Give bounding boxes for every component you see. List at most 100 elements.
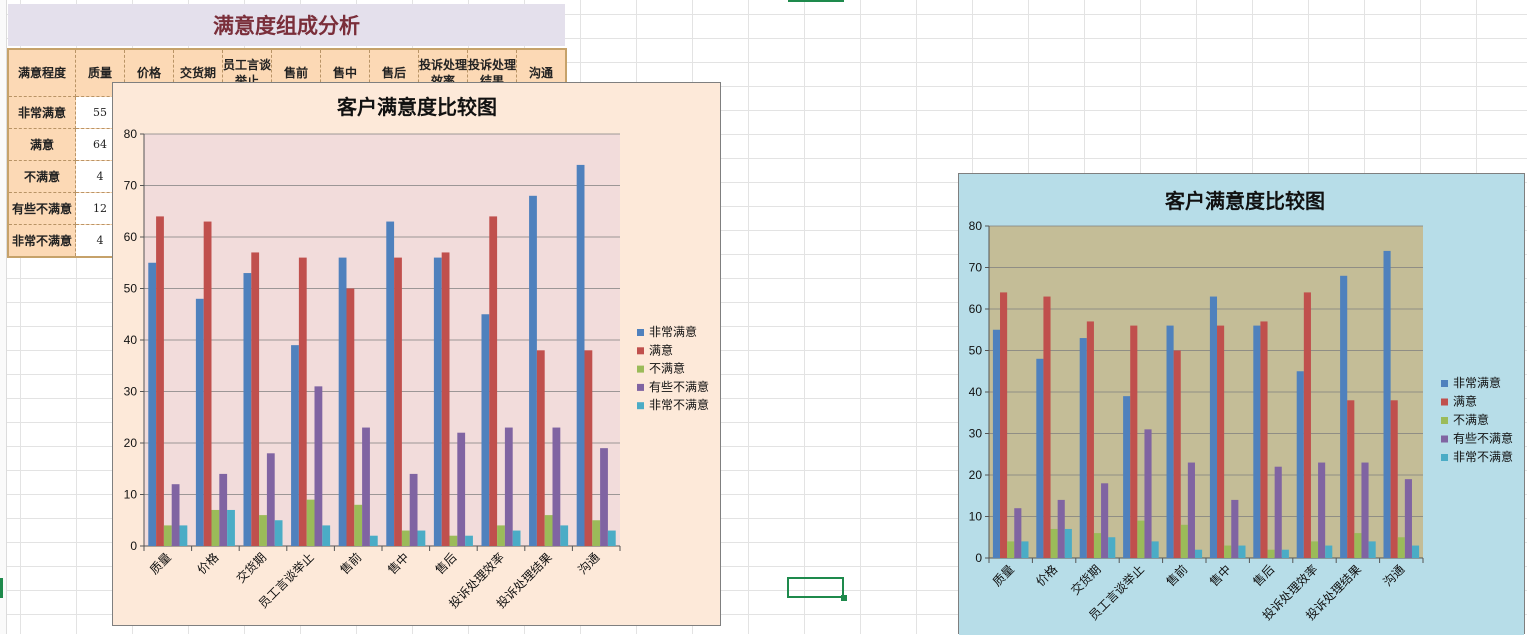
bar bbox=[1187, 462, 1195, 558]
chart-customer-satisfaction-1[interactable]: 客户满意度比较图 0 10 20 30 40 50 60 70 80 质量 价格 交货期 员工言谈举止 售前… bbox=[112, 82, 721, 626]
bar bbox=[1007, 541, 1015, 558]
fill-handle[interactable] bbox=[841, 595, 847, 601]
bar bbox=[417, 530, 426, 546]
bar bbox=[560, 525, 569, 546]
bar bbox=[354, 504, 363, 546]
bar bbox=[992, 329, 1001, 558]
legend-swatch bbox=[637, 402, 644, 410]
bar bbox=[1260, 321, 1268, 558]
bar bbox=[1043, 296, 1051, 558]
y-tick-label: 30 bbox=[969, 427, 983, 441]
bar bbox=[529, 195, 537, 547]
bar bbox=[1057, 499, 1065, 558]
active-row-marker bbox=[0, 578, 3, 598]
legend-label: 不满意 bbox=[1453, 412, 1489, 427]
row-label[interactable]: 有些不满意 bbox=[7, 192, 76, 225]
y-tick-label: 0 bbox=[130, 539, 137, 553]
y-tick-label: 20 bbox=[969, 468, 983, 482]
legend-label: 满意 bbox=[1453, 394, 1477, 409]
header-cell[interactable]: 满意程度 bbox=[7, 48, 76, 97]
y-tick-label: 70 bbox=[124, 179, 138, 193]
legend-label: 有些不满意 bbox=[1453, 431, 1513, 446]
bar bbox=[314, 386, 323, 546]
bar bbox=[1404, 479, 1412, 558]
row-header-rail bbox=[0, 0, 7, 634]
bar bbox=[1036, 358, 1044, 558]
bar bbox=[1340, 275, 1348, 558]
row-label[interactable]: 非常不满意 bbox=[7, 224, 76, 258]
legend-swatch bbox=[637, 383, 644, 391]
bar bbox=[1194, 549, 1203, 558]
chart-customer-satisfaction-2[interactable]: 客户满意度比较图 0 10 20 30 40 50 60 70 80 质量 价格 交货期 员工言谈举止 售前… bbox=[958, 173, 1525, 635]
y-tick-label: 50 bbox=[969, 344, 983, 358]
bar bbox=[576, 164, 585, 546]
bar bbox=[156, 216, 164, 546]
bar bbox=[449, 535, 458, 546]
legend-swatch bbox=[1441, 417, 1448, 424]
bar bbox=[1296, 371, 1304, 558]
bar bbox=[1238, 545, 1246, 558]
bar bbox=[441, 252, 450, 546]
bar bbox=[291, 345, 299, 546]
bar bbox=[1101, 483, 1109, 558]
bar bbox=[1144, 429, 1152, 558]
bar bbox=[306, 499, 315, 546]
bar bbox=[1137, 520, 1145, 558]
bar bbox=[457, 432, 466, 546]
bar bbox=[362, 427, 370, 546]
bar bbox=[1231, 499, 1239, 558]
bar bbox=[401, 530, 410, 546]
bar bbox=[1123, 396, 1131, 558]
bar bbox=[489, 216, 498, 546]
bar bbox=[211, 509, 220, 546]
bar bbox=[1368, 541, 1376, 558]
legend-swatch bbox=[1441, 380, 1448, 387]
bar bbox=[600, 448, 608, 546]
bar bbox=[1253, 325, 1261, 558]
bar bbox=[481, 314, 490, 546]
y-tick-label: 60 bbox=[124, 230, 138, 244]
bar bbox=[512, 530, 521, 546]
row-label[interactable]: 不满意 bbox=[7, 160, 76, 193]
bar bbox=[1303, 292, 1311, 558]
bar bbox=[1093, 533, 1102, 558]
bar bbox=[465, 535, 473, 546]
legend-label: 非常满意 bbox=[1453, 375, 1501, 390]
bar bbox=[243, 273, 252, 546]
bar bbox=[1014, 508, 1022, 558]
bar bbox=[171, 484, 180, 546]
bar bbox=[1361, 462, 1369, 558]
bar bbox=[1354, 533, 1362, 558]
bar bbox=[607, 530, 616, 546]
bar bbox=[497, 525, 505, 546]
legend-swatch bbox=[1441, 398, 1448, 406]
row-label[interactable]: 非常满意 bbox=[7, 96, 76, 129]
selected-cell[interactable] bbox=[787, 577, 844, 598]
bar bbox=[536, 350, 545, 546]
bar bbox=[1130, 325, 1138, 558]
row-label[interactable]: 满意 bbox=[7, 128, 76, 161]
y-tick-label: 80 bbox=[969, 219, 983, 233]
bar bbox=[251, 252, 260, 546]
bar bbox=[544, 515, 553, 546]
bar bbox=[1064, 528, 1072, 558]
chart-title: 客户满意度比较图 bbox=[1164, 189, 1325, 213]
bar bbox=[1180, 524, 1188, 558]
bar bbox=[409, 473, 418, 546]
bar bbox=[163, 525, 172, 546]
y-tick-label: 30 bbox=[124, 385, 138, 399]
bar bbox=[504, 427, 513, 546]
bar bbox=[203, 221, 212, 547]
legend-label: 非常满意 bbox=[649, 324, 697, 339]
bar bbox=[1325, 545, 1333, 558]
bar bbox=[298, 257, 307, 546]
legend-label: 非常不满意 bbox=[649, 397, 709, 412]
bar bbox=[179, 525, 188, 546]
chart-title: 客户满意度比较图 bbox=[336, 95, 497, 119]
bar bbox=[1318, 462, 1326, 558]
bar bbox=[259, 515, 267, 546]
sheet-title[interactable]: 满意度组成分析 bbox=[8, 4, 565, 46]
bar bbox=[1281, 549, 1289, 558]
y-tick-label: 60 bbox=[969, 302, 983, 316]
